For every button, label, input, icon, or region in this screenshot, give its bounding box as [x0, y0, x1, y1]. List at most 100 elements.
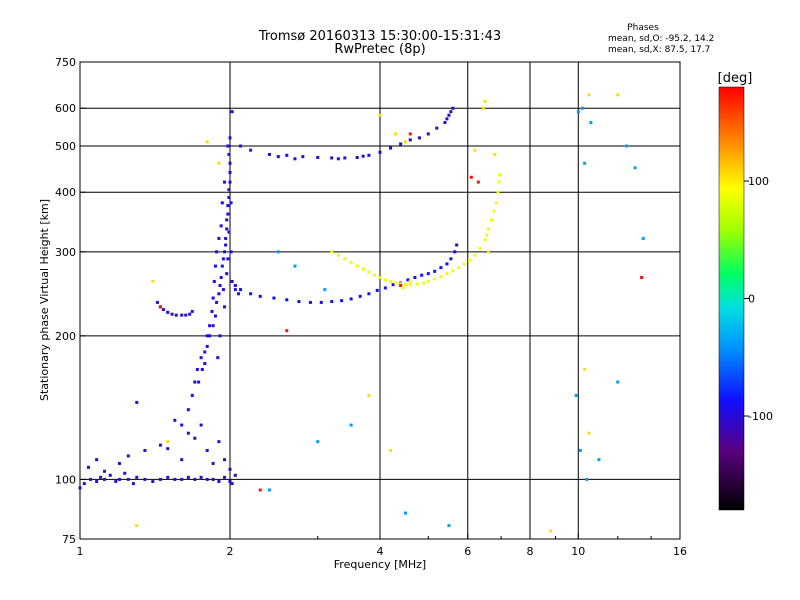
data-point — [186, 408, 190, 412]
data-point — [193, 380, 197, 384]
data-point — [378, 113, 382, 117]
data-point — [212, 279, 216, 283]
data-point — [478, 246, 482, 250]
data-point — [447, 524, 451, 528]
data-point — [208, 334, 212, 338]
x-axis-label: Frequency [MHz] — [334, 558, 426, 571]
data-point — [219, 224, 223, 228]
data-point — [343, 156, 347, 160]
data-point — [86, 465, 90, 469]
data-point — [180, 423, 184, 427]
data-point — [449, 257, 453, 261]
data-point — [399, 282, 403, 286]
data-point — [213, 264, 217, 268]
data-point — [230, 482, 234, 486]
data-point — [224, 243, 228, 247]
data-point — [226, 204, 230, 208]
data-point — [285, 298, 289, 302]
data-point — [272, 296, 276, 300]
data-point — [227, 230, 231, 234]
data-point — [205, 344, 209, 348]
data-points — [78, 93, 645, 533]
data-point — [82, 482, 86, 486]
data-point — [616, 93, 620, 97]
data-point — [276, 250, 280, 254]
data-point — [221, 257, 225, 261]
data-point — [223, 180, 227, 184]
data-point — [126, 477, 130, 481]
data-point — [135, 524, 139, 528]
colorbar — [718, 86, 745, 511]
data-point — [349, 297, 353, 301]
x-tick-label: 2 — [227, 545, 234, 558]
data-point — [226, 212, 230, 216]
data-point — [417, 136, 421, 140]
data-point — [330, 250, 334, 254]
data-point — [406, 278, 410, 282]
data-point — [224, 236, 228, 240]
data-point — [213, 314, 217, 318]
data-point — [199, 475, 203, 479]
data-point — [143, 477, 147, 481]
data-point — [587, 93, 591, 97]
data-point — [445, 117, 449, 121]
data-point — [468, 258, 472, 262]
data-point — [640, 276, 644, 280]
data-point — [195, 367, 199, 371]
data-point — [483, 238, 487, 242]
data-point — [126, 454, 130, 458]
data-point — [349, 260, 353, 264]
x-tick-label: 10 — [571, 545, 585, 558]
data-point — [574, 393, 578, 397]
y-tick-label: 750 — [55, 56, 76, 69]
data-point — [217, 292, 221, 296]
y-tick-label: 600 — [55, 102, 76, 115]
data-point — [230, 110, 234, 114]
data-point — [239, 288, 243, 292]
data-point — [367, 153, 371, 157]
data-point — [316, 440, 320, 444]
data-point — [249, 292, 253, 296]
data-point — [408, 279, 412, 283]
data-point — [135, 400, 139, 404]
data-point — [210, 309, 214, 313]
data-point — [576, 110, 580, 114]
data-point — [449, 110, 453, 114]
data-point — [223, 458, 227, 462]
data-point — [492, 209, 496, 213]
data-point — [220, 264, 224, 268]
data-point — [323, 288, 327, 292]
data-point — [180, 313, 184, 317]
data-point — [361, 154, 365, 158]
data-point — [486, 250, 490, 254]
data-point — [211, 324, 215, 328]
data-point — [403, 140, 407, 144]
y-tick-label: 75 — [62, 533, 76, 546]
data-point — [422, 281, 426, 285]
data-point — [451, 269, 455, 273]
data-point — [228, 170, 232, 174]
data-point — [481, 106, 485, 110]
data-point — [420, 273, 424, 277]
data-point — [225, 227, 229, 231]
x-tick-label: 4 — [377, 545, 384, 558]
data-point — [230, 279, 234, 283]
data-point — [361, 267, 365, 271]
data-point — [173, 418, 177, 422]
data-point — [228, 136, 232, 140]
data-point — [578, 448, 582, 452]
data-point — [293, 264, 297, 268]
data-point — [226, 257, 230, 261]
data-point — [383, 286, 387, 290]
data-point — [217, 479, 221, 483]
data-point — [227, 188, 231, 192]
data-point — [496, 190, 500, 194]
data-point — [223, 250, 227, 254]
data-point — [589, 121, 593, 125]
data-point — [205, 448, 209, 452]
data-point — [220, 201, 224, 205]
data-point — [197, 380, 201, 384]
y-tick-label: 500 — [55, 140, 76, 153]
data-point — [78, 486, 82, 490]
data-point — [433, 277, 437, 281]
